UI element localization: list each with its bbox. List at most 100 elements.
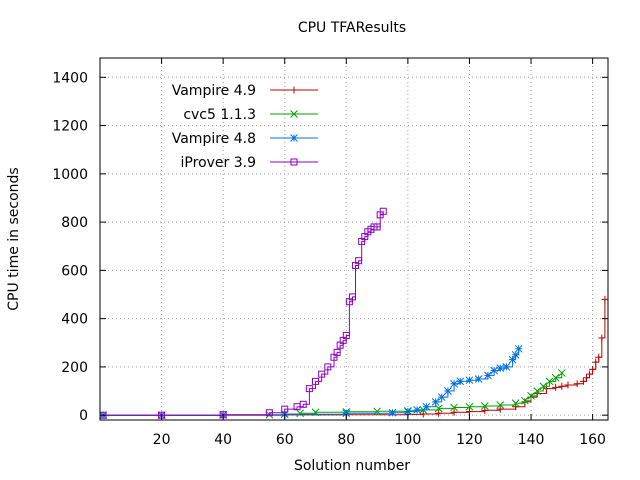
data-point-star — [388, 408, 397, 417]
chart-title: CPU TFAResults — [298, 20, 406, 36]
y-tick-label: 1400 — [52, 70, 88, 86]
data-point-star — [437, 393, 446, 401]
legend-item: cvc5 1.1.3 — [183, 107, 318, 123]
data-point-star — [450, 379, 458, 388]
data-point-plus — [586, 370, 594, 378]
legend-item: iProver 3.9 — [181, 155, 318, 171]
plot-area — [99, 207, 609, 420]
y-axis-label: CPU time in seconds — [6, 167, 22, 310]
data-point-plus — [465, 408, 473, 416]
data-point-star — [444, 387, 452, 395]
x-tick-label: 100 — [395, 432, 422, 448]
data-point-star — [290, 134, 298, 142]
data-point-plus — [579, 377, 587, 385]
data-point-star — [342, 409, 351, 418]
x-tick-label: 160 — [579, 432, 606, 448]
legend-label: cvc5 1.1.3 — [183, 107, 256, 123]
data-point-star — [474, 375, 483, 383]
data-point-square — [265, 409, 273, 417]
data-point-star — [413, 406, 421, 414]
data-point-x — [539, 382, 548, 391]
data-point-star — [508, 355, 517, 364]
data-point-square — [299, 400, 307, 408]
data-point-plus — [573, 380, 581, 388]
data-point-x — [545, 377, 554, 386]
data-point-star — [496, 364, 505, 372]
x-axis-label: Solution number — [294, 458, 410, 474]
data-point-square — [379, 207, 387, 215]
data-point-square — [373, 223, 381, 231]
y-tick-label: 1000 — [52, 167, 88, 183]
data-point-plus — [552, 383, 560, 391]
y-tick-label: 200 — [61, 360, 88, 376]
data-point-x — [290, 110, 298, 118]
data-point-square — [355, 257, 363, 265]
data-point-x — [434, 404, 443, 413]
y-tick-label: 1200 — [52, 119, 88, 135]
data-point-square — [333, 348, 341, 356]
y-tick-label: 800 — [61, 215, 88, 231]
plot-border — [99, 57, 609, 421]
data-point-star — [490, 366, 498, 375]
legend: Vampire 4.9 cvc5 1.1.3 Vampire 4.8 iProver … — [172, 83, 318, 171]
data-point-x — [557, 369, 566, 377]
data-point-x — [496, 401, 505, 409]
data-point-star — [456, 377, 465, 386]
grid — [100, 58, 608, 420]
x-tick-label: 40 — [214, 432, 232, 448]
data-point-star — [431, 398, 440, 406]
data-point-plus — [290, 86, 298, 94]
y-tick-label: 400 — [61, 312, 88, 328]
data-point-x — [533, 387, 542, 395]
x-tick-label: 20 — [153, 432, 171, 448]
data-point-square — [312, 377, 320, 385]
data-point-star — [404, 407, 412, 416]
x-tick-label: 140 — [518, 432, 545, 448]
y-tick-label: 0 — [79, 408, 88, 424]
data-point-square — [318, 370, 326, 378]
series-3 — [99, 207, 387, 419]
data-point-star — [514, 344, 523, 353]
data-point-square — [290, 158, 298, 166]
data-point-star — [422, 402, 431, 411]
data-point-plus — [450, 408, 458, 416]
legend-label: iProver 3.9 — [181, 155, 256, 171]
legend-label: Vampire 4.8 — [172, 131, 256, 147]
data-point-x — [465, 402, 474, 411]
data-point-star — [511, 350, 520, 359]
data-point-plus — [589, 365, 597, 373]
axis-ticks: 20 40 60 80 100 120 140 160 0 200 400 600 800 1000 120… — [52, 58, 608, 448]
y-tick-label: 600 — [61, 263, 88, 279]
data-point-x — [296, 409, 304, 418]
legend-item: Vampire 4.9 — [172, 83, 318, 99]
legend-label: Vampire 4.9 — [172, 83, 256, 99]
data-point-x — [527, 392, 535, 400]
data-point-plus — [598, 334, 606, 342]
data-point-square — [348, 293, 356, 301]
series-1 — [99, 369, 566, 420]
x-tick-label: 80 — [337, 432, 355, 448]
data-point-square — [342, 332, 350, 340]
data-point-x — [521, 396, 529, 405]
data-point-plus — [564, 381, 572, 389]
data-point-square — [324, 363, 332, 371]
data-point-x — [511, 399, 520, 407]
data-point-plus — [435, 409, 443, 417]
data-point-plus — [481, 406, 489, 414]
data-point-plus — [592, 358, 600, 366]
x-tick-label: 60 — [276, 432, 294, 448]
data-point-square — [305, 385, 313, 393]
series-0 — [99, 295, 609, 419]
data-point-plus — [558, 382, 566, 390]
data-point-star — [502, 363, 511, 371]
data-point-plus — [595, 353, 603, 361]
data-point-plus — [601, 295, 609, 303]
data-point-x — [480, 402, 489, 410]
data-point-x — [551, 373, 560, 382]
data-point-star — [484, 371, 492, 380]
legend-item: Vampire 4.8 — [172, 131, 318, 147]
data-point-star — [465, 376, 474, 385]
data-point-plus — [496, 405, 504, 413]
data-point-square — [281, 405, 289, 413]
